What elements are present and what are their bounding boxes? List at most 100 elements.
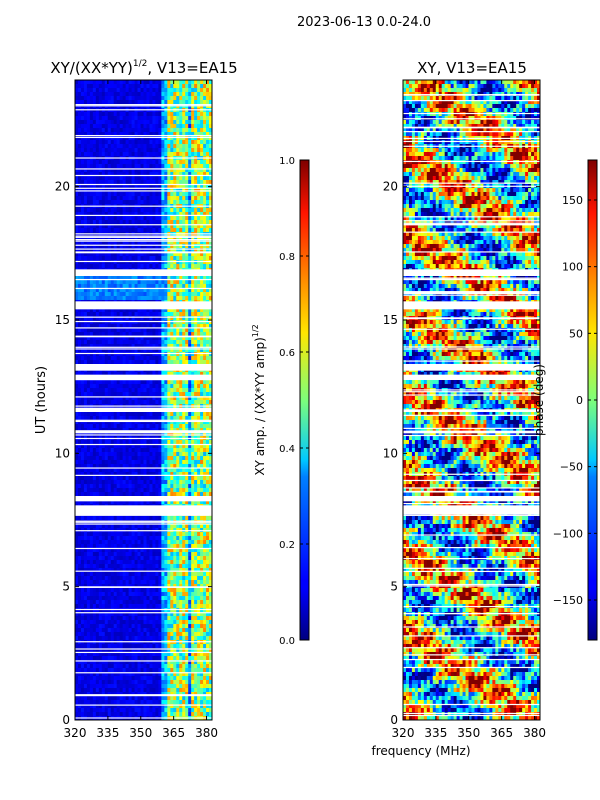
- heatmap-cell: [119, 248, 124, 253]
- heatmap-cell: [98, 488, 103, 493]
- heatmap-cell: [197, 124, 201, 129]
- heatmap-cell: [80, 464, 85, 469]
- heatmap-cell: [101, 316, 106, 321]
- heatmap-cell: [155, 248, 159, 253]
- heatmap-cell: [89, 296, 94, 301]
- heatmap-cell: [143, 456, 147, 461]
- amplitude-title-tail: , V13=EA15: [147, 59, 237, 77]
- heatmap-cell: [155, 316, 159, 321]
- heatmap-cell: [140, 264, 144, 269]
- heatmap-cell: [185, 196, 189, 201]
- heatmap-cell: [131, 452, 135, 457]
- heatmap-cell: [104, 244, 109, 249]
- heatmap-cell: [95, 372, 100, 377]
- heatmap-cell: [143, 144, 147, 149]
- heatmap-cell: [119, 412, 124, 417]
- heatmap-cell: [167, 92, 171, 97]
- heatmap-cell: [80, 180, 85, 185]
- heatmap-cell: [89, 344, 94, 349]
- heatmap-cell: [86, 392, 91, 397]
- heatmap-cell: [128, 264, 132, 269]
- heatmap-cell: [131, 164, 135, 169]
- heatmap-cell: [194, 116, 198, 121]
- heatmap-cell: [110, 340, 115, 345]
- heatmap-cell: [146, 484, 150, 489]
- heatmap-cell: [149, 240, 153, 245]
- heatmap-cell: [101, 460, 106, 465]
- heatmap-cell: [134, 360, 138, 365]
- heatmap-cell: [209, 296, 212, 301]
- heatmap-cell: [197, 116, 201, 121]
- heatmap-cell: [95, 328, 100, 333]
- heatmap-cell: [75, 324, 79, 329]
- heatmap-cell: [155, 168, 159, 173]
- heatmap-cell: [116, 452, 121, 457]
- heatmap-cell: [173, 192, 177, 197]
- heatmap-cell: [75, 220, 79, 225]
- heatmap-cell: [113, 308, 118, 313]
- heatmap-cell: [125, 380, 130, 385]
- heatmap-cell: [179, 160, 183, 165]
- heatmap-cell: [80, 112, 85, 117]
- heatmap-cell: [119, 380, 124, 385]
- heatmap-cell: [86, 196, 91, 201]
- heatmap-cell: [83, 200, 88, 205]
- heatmap-cell: [86, 416, 91, 421]
- heatmap-cell: [203, 328, 207, 333]
- heatmap-cell: [206, 288, 210, 293]
- heatmap-cell: [101, 380, 106, 385]
- heatmap-cell: [161, 424, 165, 429]
- heatmap-cell: [179, 92, 183, 97]
- heatmap-cell: [137, 196, 141, 201]
- heatmap-cell: [134, 344, 138, 349]
- heatmap-cell: [179, 152, 183, 157]
- heatmap-cell: [149, 256, 153, 261]
- heatmap-cell: [149, 164, 153, 169]
- heatmap-cell: [143, 468, 147, 473]
- heatmap-cell: [134, 464, 138, 469]
- heatmap-cell: [182, 424, 186, 429]
- heatmap-cell: [110, 360, 115, 365]
- heatmap-cell: [125, 324, 130, 329]
- heatmap-cell: [209, 180, 212, 185]
- heatmap-cell: [143, 136, 147, 141]
- heatmap-cell: [185, 380, 189, 385]
- heatmap-cell: [140, 320, 144, 325]
- heatmap-cell: [137, 136, 141, 141]
- heatmap-cell: [95, 352, 100, 357]
- heatmap-cell: [173, 212, 177, 217]
- heatmap-cell: [119, 372, 124, 377]
- heatmap-cell: [125, 236, 130, 241]
- heatmap-cell: [158, 340, 162, 345]
- heatmap-cell: [113, 476, 118, 481]
- heatmap-cell: [75, 456, 79, 461]
- heatmap-cell: [143, 360, 147, 365]
- heatmap-cell: [122, 360, 127, 365]
- heatmap-cell: [200, 372, 204, 377]
- heatmap-cell: [158, 484, 162, 489]
- heatmap-cell: [83, 352, 88, 357]
- heatmap-cell: [164, 360, 168, 365]
- heatmap-cell: [149, 500, 153, 505]
- heatmap-cell: [155, 84, 159, 89]
- heatmap-cell: [122, 336, 127, 341]
- heatmap-cell: [167, 284, 171, 289]
- heatmap-cell: [203, 264, 207, 269]
- heatmap-cell: [158, 176, 162, 181]
- heatmap-cell: [164, 432, 168, 437]
- heatmap-cell: [110, 396, 115, 401]
- heatmap-cell: [206, 280, 210, 285]
- heatmap-cell: [167, 476, 171, 481]
- heatmap-cell: [140, 148, 144, 153]
- heatmap-cell: [176, 148, 180, 153]
- heatmap-cell: [209, 192, 212, 197]
- heatmap-cell: [131, 208, 135, 213]
- heatmap-cell: [122, 212, 127, 217]
- heatmap-cell: [83, 244, 88, 249]
- heatmap-cell: [98, 148, 103, 153]
- heatmap-cell: [104, 288, 109, 293]
- heatmap-cell: [77, 396, 82, 401]
- heatmap-cell: [89, 264, 94, 269]
- heatmap-cell: [197, 320, 201, 325]
- heatmap-cell: [104, 296, 109, 301]
